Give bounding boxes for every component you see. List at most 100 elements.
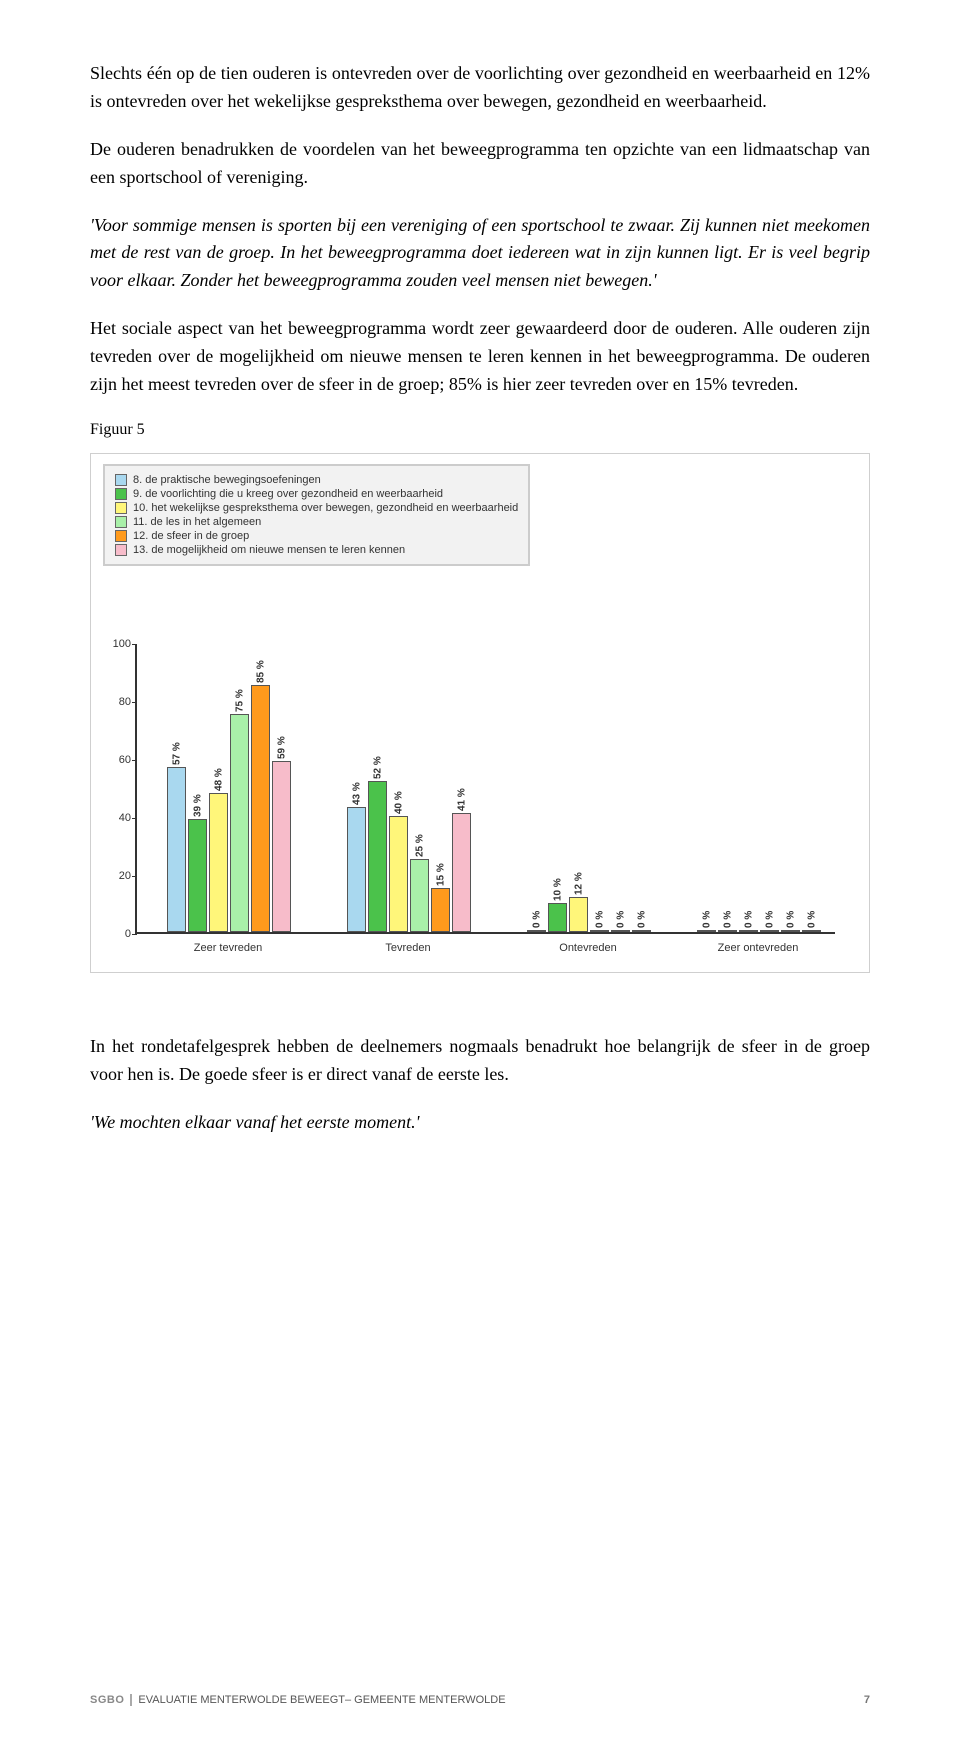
bar-value-label: 75 % (234, 690, 245, 716)
bar-value-label: 0 % (743, 911, 754, 931)
bar: 0 % (718, 930, 737, 932)
bar-group: 43 %52 %40 %25 %15 %41 % (347, 781, 471, 932)
legend-text: 12. de sfeer in de groep (133, 530, 249, 542)
bar-value-label: 15 % (435, 864, 446, 890)
footer-logo: SGBO (90, 1694, 132, 1706)
bar: 85 % (251, 685, 270, 932)
bar: 0 % (632, 930, 651, 932)
bar: 48 % (209, 793, 228, 932)
bar-value-label: 0 % (701, 911, 712, 931)
legend-swatch (115, 474, 127, 486)
bar: 41 % (452, 813, 471, 932)
paragraph-4: Het sociale aspect van het beweegprogram… (90, 315, 870, 399)
legend-swatch (115, 516, 127, 528)
page-footer: SGBO EVALUATIE MENTERWOLDE BEWEEGT– GEME… (90, 1694, 870, 1706)
bar-value-label: 10 % (552, 878, 563, 904)
bar-group: 57 %39 %48 %75 %85 %59 % (167, 685, 291, 932)
footer-text: EVALUATIE MENTERWOLDE BEWEEGT– GEMEENTE … (138, 1694, 505, 1706)
legend-swatch (115, 530, 127, 542)
bar: 0 % (697, 930, 716, 932)
bar: 39 % (188, 819, 207, 932)
bar-value-label: 0 % (615, 911, 626, 931)
bar: 43 % (347, 807, 366, 932)
legend-item: 8. de praktische bewegingsoefeningen (115, 474, 518, 486)
y-axis-tick-label: 20 (101, 870, 131, 882)
x-axis-category-label: Zeer ontevreden (718, 942, 799, 954)
legend-item: 12. de sfeer in de groep (115, 530, 518, 542)
bar-value-label: 0 % (594, 911, 605, 931)
y-axis-tick-mark (132, 876, 137, 877)
bar-value-label: 0 % (636, 911, 647, 931)
bar-value-label: 39 % (192, 794, 203, 820)
bar: 57 % (167, 767, 186, 932)
paragraph-quote-1: 'Voor sommige mensen is sporten bij een … (90, 212, 870, 296)
bar: 0 % (802, 930, 821, 932)
bar: 0 % (781, 930, 800, 932)
y-axis-tick-mark (132, 760, 137, 761)
figure-label: Figuur 5 (90, 421, 870, 439)
bar: 0 % (527, 930, 546, 932)
bar-value-label: 52 % (372, 756, 383, 782)
legend-item: 9. de voorlichting die u kreeg over gezo… (115, 488, 518, 500)
legend-text: 9. de voorlichting die u kreeg over gezo… (133, 488, 443, 500)
bar: 52 % (368, 781, 387, 932)
bar: 0 % (739, 930, 758, 932)
bar: 75 % (230, 714, 249, 932)
bar: 59 % (272, 761, 291, 932)
bar-value-label: 25 % (414, 835, 425, 861)
y-axis-tick-mark (132, 818, 137, 819)
bar-value-label: 59 % (276, 736, 287, 762)
legend-text: 13. de mogelijkheid om nieuwe mensen te … (133, 544, 405, 556)
paragraph-5: In het rondetafelgesprek hebben de deeln… (90, 1033, 870, 1089)
footer-page-number: 7 (864, 1694, 870, 1706)
bar-value-label: 48 % (213, 768, 224, 794)
paragraph-1: Slechts één op de tien ouderen is ontevr… (90, 60, 870, 116)
bar: 0 % (611, 930, 630, 932)
legend-item: 13. de mogelijkheid om nieuwe mensen te … (115, 544, 518, 556)
paragraph-quote-2: 'We mochten elkaar vanaf het eerste mome… (90, 1109, 870, 1137)
bar: 15 % (431, 888, 450, 932)
bar-value-label: 0 % (785, 911, 796, 931)
bar-value-label: 0 % (722, 911, 733, 931)
legend-item: 10. het wekelijkse gespreksthema over be… (115, 502, 518, 514)
y-axis-tick-label: 0 (101, 928, 131, 940)
x-axis-category-label: Tevreden (385, 942, 430, 954)
bar-value-label: 41 % (456, 788, 467, 814)
footer-left: SGBO EVALUATIE MENTERWOLDE BEWEEGT– GEME… (90, 1694, 506, 1706)
bar-value-label: 40 % (393, 791, 404, 817)
legend-swatch (115, 488, 127, 500)
legend-text: 10. het wekelijkse gespreksthema over be… (133, 502, 518, 514)
bar-value-label: 12 % (573, 872, 584, 898)
legend-item: 11. de les in het algemeen (115, 516, 518, 528)
paragraph-2: De ouderen benadrukken de voordelen van … (90, 136, 870, 192)
y-axis-tick-label: 80 (101, 696, 131, 708)
bar-value-label: 0 % (764, 911, 775, 931)
legend-text: 8. de praktische bewegingsoefeningen (133, 474, 321, 486)
legend-swatch (115, 502, 127, 514)
bar-value-label: 0 % (806, 911, 817, 931)
bar: 40 % (389, 816, 408, 932)
bar: 10 % (548, 903, 567, 932)
y-axis-tick-mark (132, 702, 137, 703)
chart-container: 8. de praktische bewegingsoefeningen 9. d… (90, 453, 870, 973)
legend-text: 11. de les in het algemeen (133, 516, 261, 528)
y-axis-tick-mark (132, 934, 137, 935)
y-axis-tick-label: 60 (101, 754, 131, 766)
chart-legend: 8. de praktische bewegingsoefeningen 9. d… (103, 464, 530, 566)
bar-value-label: 57 % (171, 742, 182, 768)
bar: 25 % (410, 859, 429, 932)
bar-value-label: 0 % (531, 911, 542, 931)
x-axis-category-label: Zeer tevreden (194, 942, 262, 954)
bar-value-label: 85 % (255, 661, 266, 687)
bar: 12 % (569, 897, 588, 932)
y-axis-tick-label: 40 (101, 812, 131, 824)
chart-plot-area: 02040608010057 %39 %48 %75 %85 %59 %43 %… (135, 644, 835, 934)
bar: 0 % (590, 930, 609, 932)
bar: 0 % (760, 930, 779, 932)
bar-group: 0 %10 %12 %0 %0 %0 % (527, 897, 651, 932)
x-axis-category-label: Ontevreden (559, 942, 616, 954)
y-axis-tick-mark (132, 644, 137, 645)
y-axis-tick-label: 100 (101, 638, 131, 650)
bar-group: 0 %0 %0 %0 %0 %0 % (697, 930, 821, 932)
legend-swatch (115, 544, 127, 556)
